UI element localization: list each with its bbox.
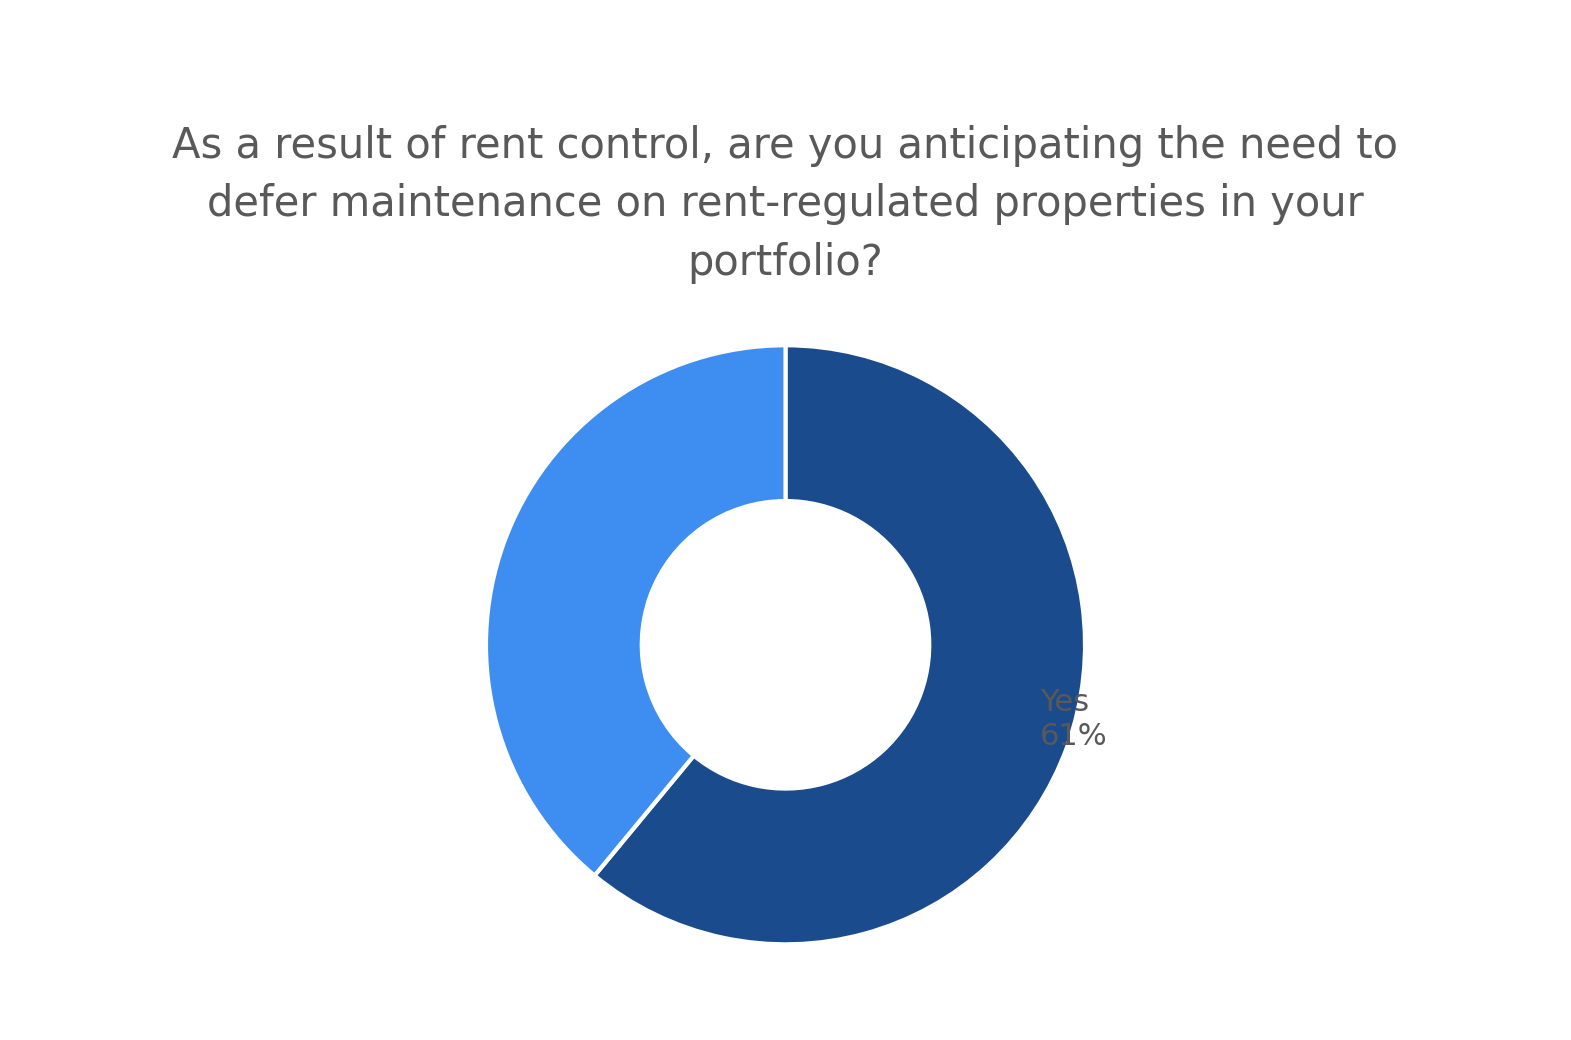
Wedge shape [594,345,1086,944]
Wedge shape [485,345,786,876]
Text: As a result of rent control, are you anticipating the need to
defer maintenance : As a result of rent control, are you ant… [173,125,1398,284]
Text: Yes
61%: Yes 61% [1040,688,1108,751]
